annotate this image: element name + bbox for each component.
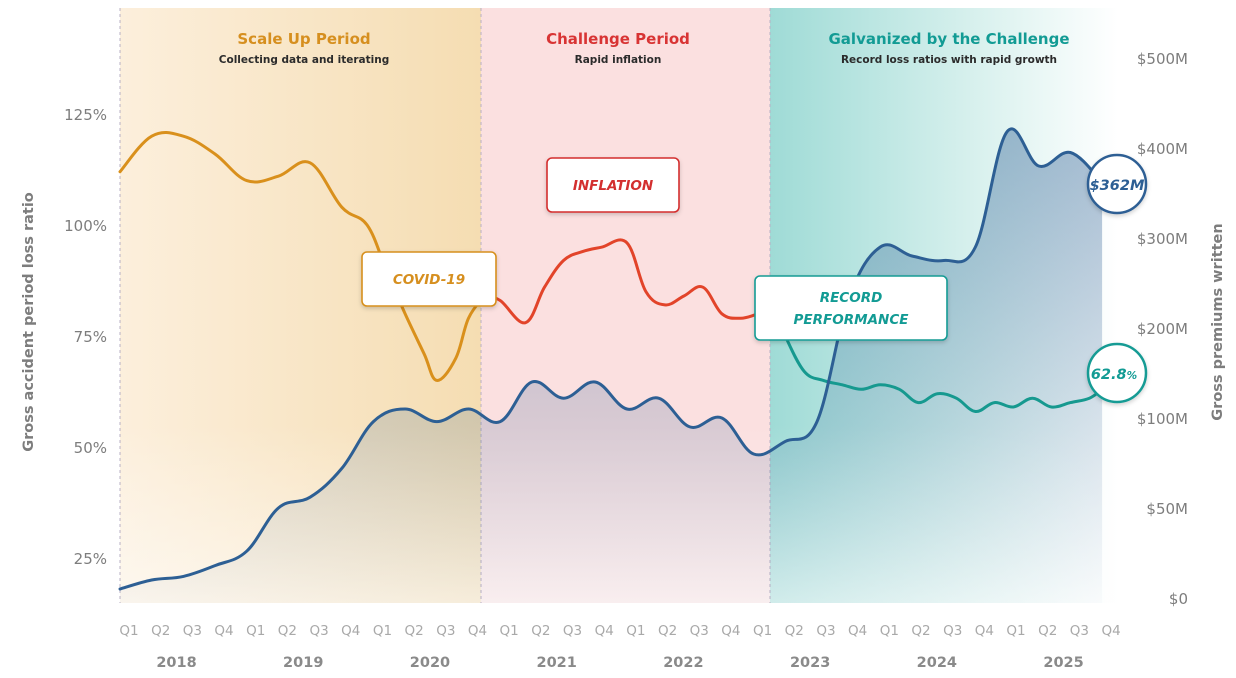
x-quarter-tick-label: Q2 — [1038, 623, 1057, 639]
x-quarter-tick-label: Q1 — [246, 623, 265, 639]
x-quarter-tick-label: Q3 — [563, 623, 582, 639]
y-right-tick-label: $300M — [1137, 230, 1188, 248]
x-quarter-tick-label: Q1 — [500, 623, 519, 639]
x-quarter-tick-label: Q2 — [785, 623, 804, 639]
x-quarter-tick-label: Q3 — [183, 623, 202, 639]
svg-text:PERFORMANCE: PERFORMANCE — [794, 312, 910, 328]
x-quarter-tick-label: Q4 — [975, 623, 994, 639]
period-subtitle: Rapid inflation — [575, 54, 662, 66]
y-left-tick-label: 125% — [64, 106, 107, 124]
y-right-axis-title: Gross premiums written — [1210, 223, 1226, 420]
x-quarter-tick-label: Q1 — [119, 623, 138, 639]
x-quarter-tick-label: Q4 — [595, 623, 614, 639]
x-year-label: 2020 — [410, 655, 450, 671]
loss-ratio-line-galvanized — [775, 312, 1104, 414]
premiums-end-badge: $362M — [1086, 153, 1148, 215]
premiums-line — [118, 127, 1104, 591]
svg-text:62.8%: 62.8% — [1091, 367, 1137, 383]
x-quarter-tick-label: Q4 — [1101, 623, 1120, 639]
x-quarter-tick-label: Q4 — [214, 623, 233, 639]
loss-ratio-line-scale-up — [118, 131, 486, 382]
svg-text:INFLATION: INFLATION — [573, 178, 654, 194]
x-quarter-tick-label: Q3 — [943, 623, 962, 639]
x-quarter-tick-label: Q2 — [405, 623, 424, 639]
x-year-label: 2021 — [537, 655, 577, 671]
x-quarter-tick-label: Q2 — [658, 623, 677, 639]
x-quarter-tick-label: Q3 — [816, 623, 835, 639]
x-year-label: 2024 — [917, 655, 957, 671]
period-subtitle: Record loss ratios with rapid growth — [841, 54, 1057, 66]
x-quarter-tick-label: Q1 — [373, 623, 392, 639]
x-quarter-tick-label: Q1 — [753, 623, 772, 639]
x-quarter-tick-label: Q3 — [436, 623, 455, 639]
x-quarter-tick-label: Q1 — [1006, 623, 1025, 639]
svg-text:COVID-19: COVID-19 — [393, 272, 465, 288]
x-year-label: 2022 — [663, 655, 703, 671]
y-left-axis-title: Gross accident period loss ratio — [21, 192, 37, 452]
y-left-tick-label: 75% — [74, 328, 107, 346]
y-right-tick-label: $200M — [1137, 320, 1188, 338]
x-quarter-tick-label: Q4 — [468, 623, 487, 639]
x-year-label: 2019 — [283, 655, 323, 671]
x-year-label: 2025 — [1043, 655, 1083, 671]
x-quarter-tick-label: Q2 — [151, 623, 170, 639]
y-left-tick-label: 100% — [64, 217, 107, 235]
y-left-tick-label: 50% — [74, 439, 107, 457]
annotation-inflation: INFLATION — [546, 157, 680, 213]
x-quarter-tick-label: Q3 — [309, 623, 328, 639]
y-right-tick-label: $0 — [1169, 590, 1188, 608]
loss-ratio-end-badge: 62.8% — [1086, 342, 1148, 404]
x-quarter-tick-label: Q2 — [531, 623, 550, 639]
y-right-tick-label: $100M — [1137, 410, 1188, 428]
y-right-tick-label: $400M — [1137, 140, 1188, 158]
annotation-covid-19: COVID-19 — [361, 251, 497, 307]
x-quarter-tick-label: Q4 — [721, 623, 740, 639]
period-title: Scale Up Period — [237, 30, 370, 48]
y-right-tick-label: $500M — [1137, 50, 1188, 68]
svg-text:RECORD: RECORD — [820, 290, 883, 306]
period-subtitle: Collecting data and iterating — [219, 54, 389, 66]
annotation-record: RECORD PERFORMANCE — [754, 275, 948, 341]
x-quarter-tick-label: Q1 — [880, 623, 899, 639]
x-quarter-tick-label: Q3 — [1070, 623, 1089, 639]
y-left-tick-label: 25% — [74, 550, 107, 568]
x-quarter-tick-label: Q2 — [278, 623, 297, 639]
x-quarter-tick-label: Q1 — [626, 623, 645, 639]
x-year-label: 2023 — [790, 655, 830, 671]
period-title: Galvanized by the Challenge — [829, 30, 1070, 48]
x-quarter-tick-label: Q4 — [341, 623, 360, 639]
svg-text:$362M: $362M — [1090, 178, 1145, 194]
x-quarter-tick-label: Q3 — [690, 623, 709, 639]
period-title: Challenge Period — [546, 30, 690, 48]
y-right-tick-label: $50M — [1146, 500, 1188, 518]
x-year-label: 2018 — [156, 655, 196, 671]
x-quarter-tick-label: Q2 — [911, 623, 930, 639]
x-quarter-tick-label: Q4 — [848, 623, 867, 639]
premiums-area-fill — [120, 128, 1103, 604]
loss-ratio-line-challenge — [482, 238, 779, 325]
